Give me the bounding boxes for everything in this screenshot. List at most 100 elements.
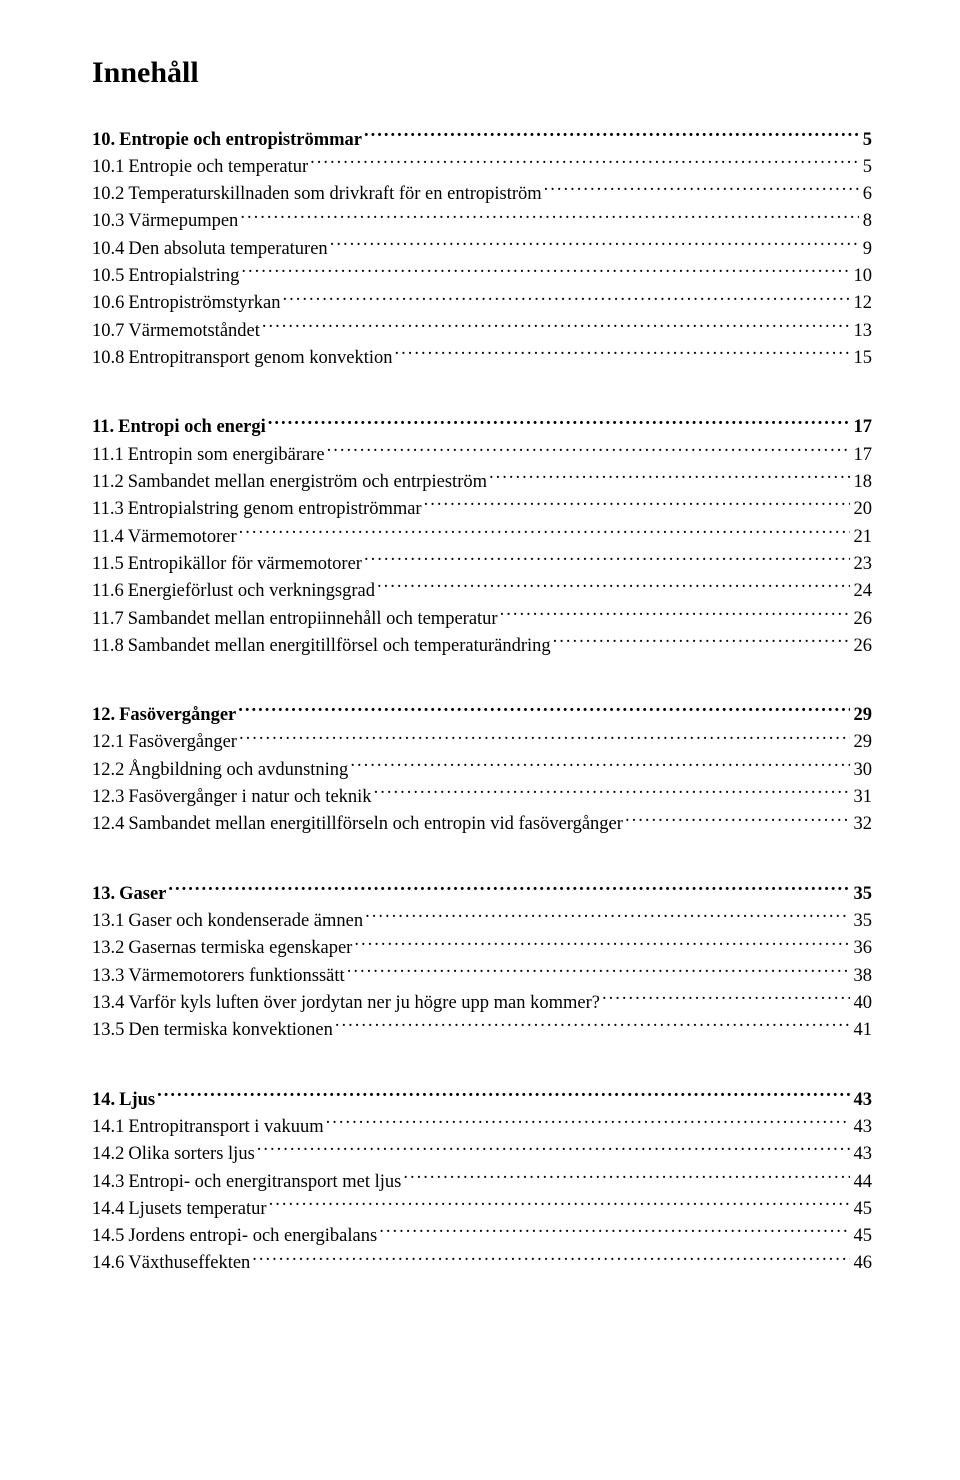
toc-item-number: 12.4 xyxy=(92,811,124,838)
toc-item: 14.5 Jordens entropi- och energibalans45 xyxy=(92,1223,872,1250)
toc-item-title: Temperaturskillnaden som drivkraft för e… xyxy=(128,181,541,208)
toc-section-page: 17 xyxy=(852,414,873,441)
dot-leader xyxy=(238,702,849,721)
toc-item-page: 20 xyxy=(852,496,873,523)
toc-item-number: 10.8 xyxy=(92,345,124,372)
toc-item: 14.1 Entropitransport i vakuum43 xyxy=(92,1113,872,1140)
toc-item: 10.1 Entropie och temperatur5 xyxy=(92,153,872,180)
dot-leader xyxy=(310,153,859,172)
toc-item-page: 35 xyxy=(852,908,873,935)
toc-item: 12.4 Sambandet mellan energitillförseln … xyxy=(92,811,872,838)
toc-page: Innehåll 10. Entropie och entropiströmma… xyxy=(0,0,960,1480)
toc-item: 12.2 Ångbildning och avdunstning30 xyxy=(92,756,872,783)
toc-item-page: 45 xyxy=(852,1196,873,1223)
toc-item-number: 10.7 xyxy=(92,318,124,345)
toc-item: 11.8 Sambandet mellan energitillförsel o… xyxy=(92,632,872,659)
toc-item-number: 11.8 xyxy=(92,633,124,660)
toc-item-title: Entropikällor för värmemotorer xyxy=(128,551,362,578)
toc-item-page: 8 xyxy=(861,208,872,235)
toc-item-number: 12.1 xyxy=(92,729,124,756)
toc-item-page: 15 xyxy=(852,345,873,372)
dot-leader xyxy=(157,1086,849,1105)
toc-item-page: 5 xyxy=(861,154,872,181)
toc-item: 13.4 Varför kyls luften över jordytan ne… xyxy=(92,989,872,1016)
toc-item-title: Entropialstring xyxy=(128,263,239,290)
dot-leader xyxy=(326,1113,850,1132)
toc-item-title: Entropialstring genom entropiströmmar xyxy=(128,496,422,523)
toc-item: 10.2 Temperaturskillnaden som drivkraft … xyxy=(92,181,872,208)
dot-leader xyxy=(364,126,859,145)
toc-item-page: 38 xyxy=(852,963,873,990)
dot-leader xyxy=(544,181,859,200)
toc-item-page: 44 xyxy=(852,1169,873,1196)
toc-section-number: 11. xyxy=(92,414,114,441)
toc-item: 14.6 Växthuseffekten46 xyxy=(92,1250,872,1277)
toc-item-page: 45 xyxy=(852,1223,873,1250)
toc-item-title: Entropin som energibärare xyxy=(128,442,325,469)
toc-item-number: 10.6 xyxy=(92,290,124,317)
toc-item-number: 14.1 xyxy=(92,1114,124,1141)
toc-item-number: 10.3 xyxy=(92,208,124,235)
toc-item-number: 11.6 xyxy=(92,578,124,605)
toc-item-number: 13.3 xyxy=(92,963,124,990)
dot-leader xyxy=(335,1017,850,1036)
toc-item-title: Energieförlust och verkningsgrad xyxy=(128,578,375,605)
toc-item-title: Entropitransport genom konvektion xyxy=(128,345,392,372)
toc-item: 13.3 Värmemotorers funktionssätt38 xyxy=(92,962,872,989)
toc-item-page: 12 xyxy=(852,290,873,317)
toc-item-number: 13.1 xyxy=(92,908,124,935)
toc-item: 11.7 Sambandet mellan entropiinnehåll oc… xyxy=(92,605,872,632)
toc-sections: 10. Entropie och entropiströmmar510.1 En… xyxy=(92,126,872,1277)
toc-item-number: 11.1 xyxy=(92,442,124,469)
toc-item-title: Varför kyls luften över jordytan ner ju … xyxy=(128,990,600,1017)
toc-section-page: 43 xyxy=(852,1087,873,1114)
toc-item-page: 36 xyxy=(852,935,873,962)
dot-leader xyxy=(365,908,849,927)
toc-item-title: Sambandet mellan energitillförseln och e… xyxy=(128,811,623,838)
dot-leader xyxy=(240,208,858,227)
page-title: Innehåll xyxy=(92,56,872,90)
toc-section-title: Ljus xyxy=(119,1087,155,1114)
toc-item-number: 10.5 xyxy=(92,263,124,290)
toc-item-page: 30 xyxy=(852,757,873,784)
dot-leader xyxy=(377,578,850,597)
toc-item-title: Sambandet mellan entropiinnehåll och tem… xyxy=(128,606,498,633)
toc-section-number: 14. xyxy=(92,1087,115,1114)
toc-section-title: Entropi och energi xyxy=(118,414,266,441)
toc-section-page: 5 xyxy=(861,127,872,154)
toc-item: 10.6 Entropiströmstyrkan 12 xyxy=(92,290,872,317)
toc-item: 10.7 Värmemotståndet13 xyxy=(92,317,872,344)
toc-item-title: Entropitransport i vakuum xyxy=(128,1114,323,1141)
toc-item-number: 11.5 xyxy=(92,551,124,578)
dot-leader xyxy=(327,441,850,460)
toc-item-number: 11.7 xyxy=(92,606,124,633)
toc-item-title: Fasövergånger i natur och teknik xyxy=(128,784,371,811)
dot-leader xyxy=(239,729,850,748)
toc-item-page: 9 xyxy=(861,236,872,263)
toc-item-page: 24 xyxy=(852,578,873,605)
toc-item-number: 12.3 xyxy=(92,784,124,811)
dot-leader xyxy=(241,263,849,282)
dot-leader xyxy=(602,989,850,1008)
dot-leader xyxy=(252,1250,849,1269)
dot-leader xyxy=(394,345,849,364)
toc-item-title: Värmemotorer xyxy=(128,524,237,551)
toc-item-number: 14.4 xyxy=(92,1196,124,1223)
toc-item-page: 21 xyxy=(852,524,873,551)
dot-leader xyxy=(168,880,849,899)
toc-item-title: Entropiströmstyrkan xyxy=(128,290,280,317)
toc-item: 11.3 Entropialstring genom entropiströmm… xyxy=(92,496,872,523)
dot-leader xyxy=(350,756,849,775)
dot-leader xyxy=(347,962,850,981)
toc-item: 14.3 Entropi- och energitransport met lj… xyxy=(92,1168,872,1195)
dot-leader xyxy=(257,1141,850,1160)
toc-section-heading: 12. Fasövergånger29 xyxy=(92,702,872,729)
toc-item-number: 10.2 xyxy=(92,181,124,208)
toc-section-number: 10. xyxy=(92,127,115,154)
toc-item-page: 32 xyxy=(852,811,873,838)
toc-section-number: 12. xyxy=(92,702,115,729)
dot-leader xyxy=(354,935,849,954)
toc-item: 13.5 Den termiska konvektionen41 xyxy=(92,1017,872,1044)
toc-item-number: 11.3 xyxy=(92,496,124,523)
toc-item-title: Entropie och temperatur xyxy=(128,154,308,181)
